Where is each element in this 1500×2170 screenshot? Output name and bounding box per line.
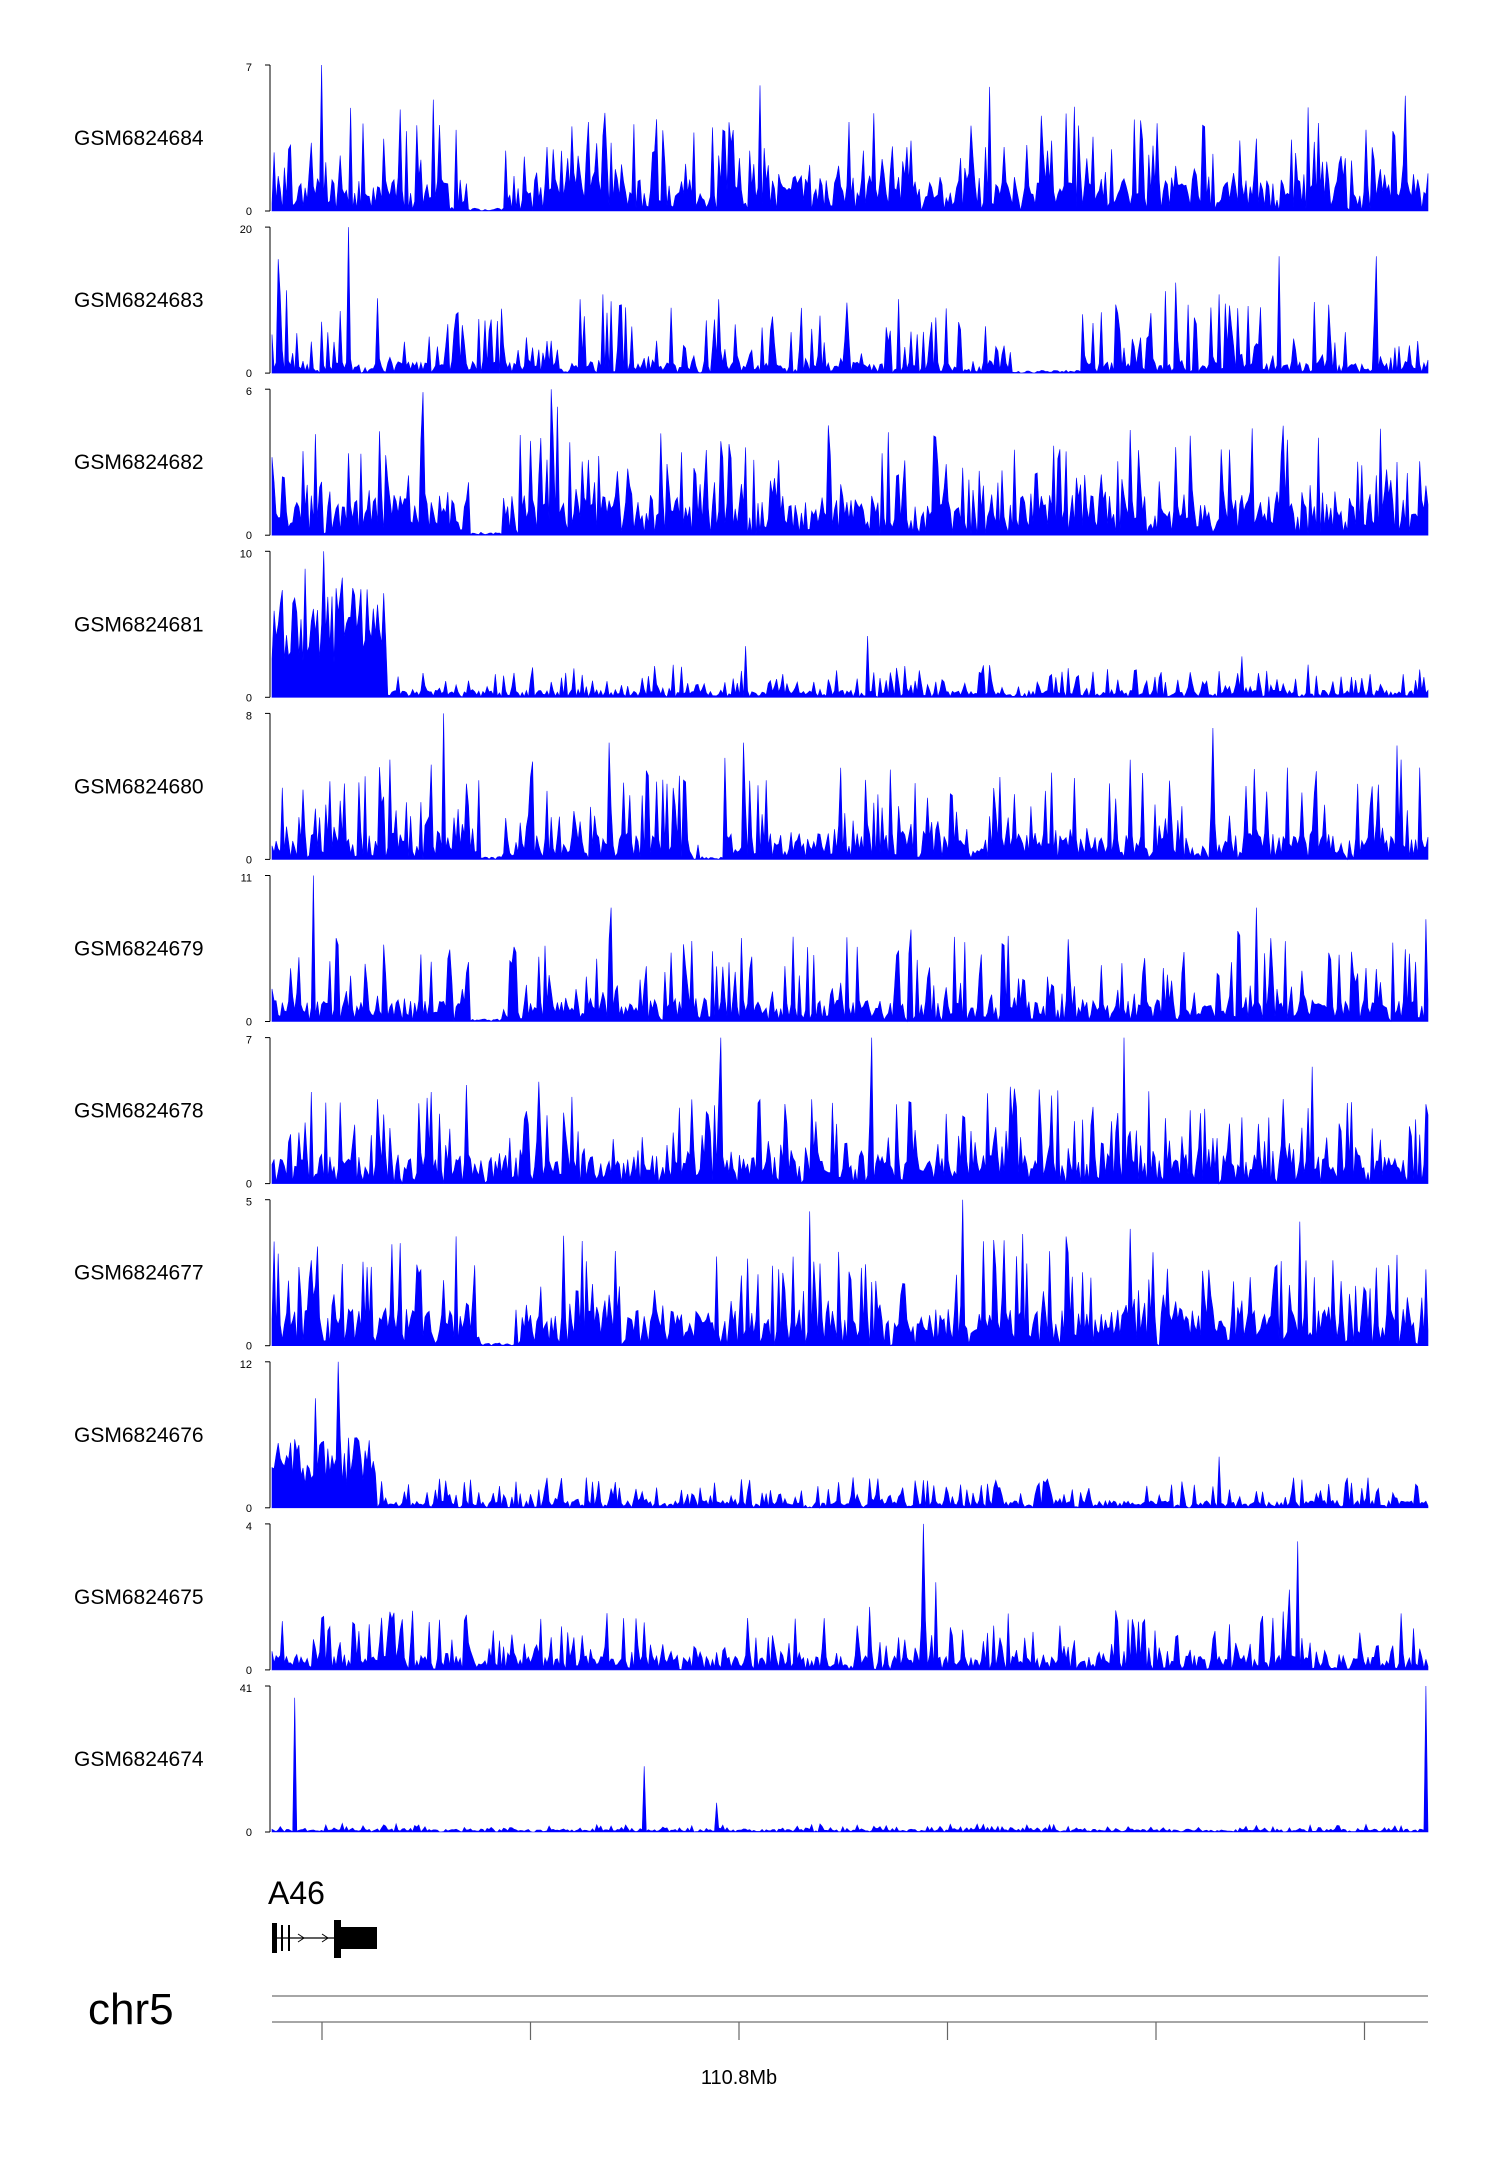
y-tick-label-min: 0	[246, 854, 252, 866]
y-tick-label-max: 5	[246, 1197, 252, 1209]
track-gsm6824682: GSM6824682 6 0	[74, 386, 1429, 542]
track-label: GSM6824676	[74, 1424, 204, 1447]
coverage-tracks: GSM682468470GSM6824683200GSM682468260GSM…	[74, 62, 1429, 1839]
coverage-series	[271, 64, 1429, 212]
strand-arrow-icon	[297, 1933, 305, 1943]
track-gsm6824679: GSM6824679 11 0	[74, 873, 1429, 1029]
y-tick-label-min: 0	[246, 530, 252, 542]
y-tick-label-min: 0	[246, 1503, 252, 1515]
strand-arrow-icon	[321, 1933, 329, 1943]
track-gsm6824677: GSM6824677 5 0	[74, 1197, 1429, 1353]
genome-axis: chr5 110.8Mb	[88, 1985, 1428, 2089]
y-tick-label-max: 6	[246, 386, 252, 398]
y-tick-label-max: 10	[240, 548, 252, 560]
y-tick-label-max: 7	[246, 1035, 252, 1047]
track-gsm6824680: GSM6824680 8 0	[74, 710, 1429, 866]
gene-exon	[281, 1925, 283, 1951]
track-label: GSM6824681	[74, 613, 204, 636]
coverage-series	[271, 1361, 1429, 1509]
y-tick-label-max: 8	[246, 710, 252, 722]
gene-label: A46	[268, 1875, 325, 1911]
y-tick-label-min: 0	[246, 206, 252, 218]
coverage-series	[271, 1685, 1429, 1833]
track-gsm6824674: GSM6824674 41 0	[74, 1683, 1429, 1839]
track-label: GSM6824683	[74, 289, 204, 312]
axis-tick-label: 110.8Mb	[701, 2067, 777, 2089]
y-tick-label-max: 41	[240, 1683, 252, 1695]
gene-model	[272, 1920, 377, 1958]
y-tick-label-min: 0	[246, 1341, 252, 1353]
track-label: GSM6824678	[74, 1100, 204, 1123]
coverage-series	[271, 713, 1429, 861]
track-gsm6824683: GSM6824683 20 0	[74, 224, 1429, 380]
y-tick-label-max: 20	[240, 224, 252, 236]
track-gsm6824681: GSM6824681 10 0	[74, 548, 1429, 704]
y-tick-label-min: 0	[246, 1827, 252, 1839]
y-tick-label-min: 0	[246, 1665, 252, 1677]
track-label: GSM6824682	[74, 451, 204, 474]
track-label: GSM6824684	[74, 127, 204, 150]
coverage-series	[271, 1523, 1429, 1671]
track-label: GSM6824677	[74, 1262, 204, 1285]
gene-exon	[272, 1923, 277, 1953]
y-tick-label-max: 12	[240, 1359, 252, 1371]
coverage-series	[271, 1037, 1429, 1185]
axis-ticks	[321, 2022, 1366, 2040]
gene-exon	[334, 1920, 341, 1958]
coverage-series	[271, 227, 1429, 374]
track-label: GSM6824680	[74, 775, 204, 798]
gene-annotation-track: A46	[268, 1875, 377, 1958]
y-tick-label-max: 7	[246, 62, 252, 74]
y-tick-label-min: 0	[246, 368, 252, 380]
coverage-series	[271, 1199, 1429, 1347]
coverage-series	[271, 875, 1429, 1023]
track-label: GSM6824679	[74, 938, 204, 961]
gene-exon	[288, 1925, 290, 1951]
chromosome-label: chr5	[88, 1985, 174, 2034]
y-tick-label-max: 4	[246, 1521, 252, 1533]
track-gsm6824678: GSM6824678 7 0	[74, 1035, 1429, 1191]
track-gsm6824676: GSM6824676 12 0	[74, 1359, 1429, 1515]
track-gsm6824675: GSM6824675 4 0	[74, 1521, 1429, 1677]
track-label: GSM6824674	[74, 1748, 204, 1771]
track-label: GSM6824675	[74, 1586, 204, 1609]
y-tick-label-min: 0	[246, 692, 252, 704]
coverage-series	[271, 551, 1429, 699]
gene-exon	[341, 1927, 377, 1949]
track-gsm6824684: GSM6824684 7 0	[74, 62, 1429, 218]
y-tick-label-max: 11	[241, 873, 252, 885]
y-tick-label-min: 0	[246, 1017, 252, 1029]
coverage-series	[271, 389, 1429, 536]
y-tick-label-min: 0	[246, 1179, 252, 1191]
